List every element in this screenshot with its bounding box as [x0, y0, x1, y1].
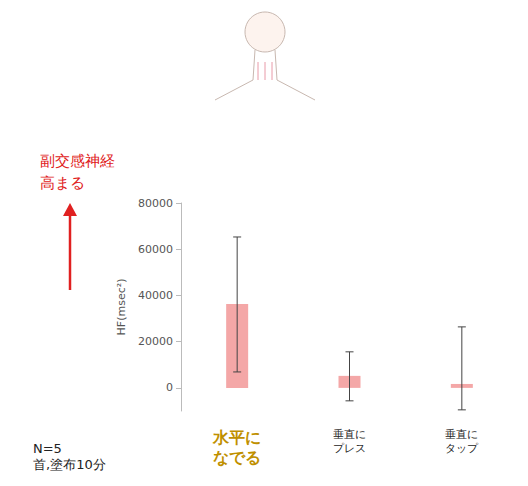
svg-text:HF(msec²): HF(msec²) — [115, 279, 128, 336]
svg-text:なでる: なでる — [213, 448, 261, 467]
svg-text:水平に: 水平に — [212, 428, 261, 447]
svg-text:タップ: タップ — [445, 442, 479, 455]
svg-text:首,塗布10分: 首,塗布10分 — [33, 457, 106, 472]
svg-text:20000: 20000 — [138, 335, 173, 348]
svg-text:高まる: 高まる — [40, 174, 85, 192]
svg-text:60000: 60000 — [138, 243, 173, 256]
svg-text:N=5: N=5 — [33, 441, 62, 456]
svg-text:副交感神経: 副交感神経 — [40, 152, 115, 170]
svg-text:0: 0 — [166, 381, 173, 394]
svg-text:80000: 80000 — [138, 197, 173, 210]
svg-text:垂直に: 垂直に — [333, 428, 366, 441]
svg-text:40000: 40000 — [138, 289, 173, 302]
svg-text:プレス: プレス — [333, 442, 366, 455]
svg-text:垂直に: 垂直に — [445, 428, 478, 441]
